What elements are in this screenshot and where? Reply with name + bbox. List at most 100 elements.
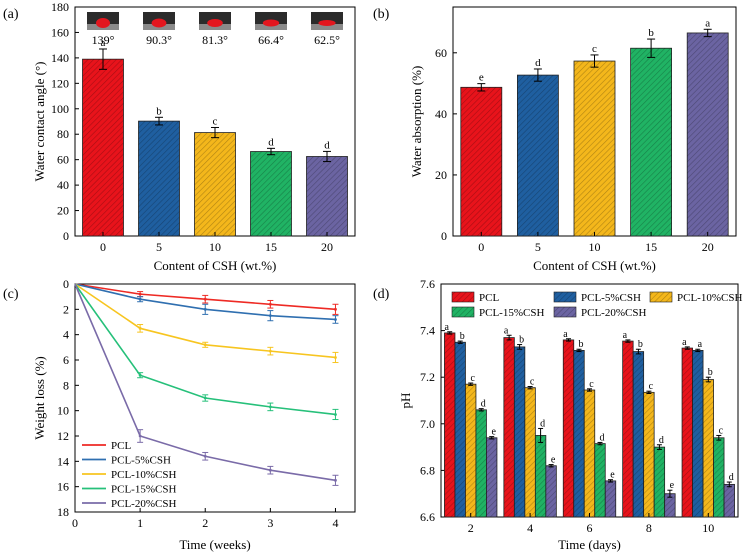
bar-hatch	[517, 75, 559, 237]
y-tick-label: 18	[57, 505, 69, 519]
droplet-photo	[199, 12, 231, 30]
data-point	[334, 307, 337, 311]
significance-letter: a	[563, 329, 568, 340]
significance-letter: e	[670, 480, 675, 491]
significance-letter: c	[213, 115, 218, 127]
significance-letter: c	[592, 43, 597, 55]
legend-label: PCL-5%CSH	[581, 292, 641, 304]
data-point	[203, 343, 207, 347]
y-axis-title: Water absorption (%)	[409, 66, 424, 178]
bar-hatch	[654, 447, 665, 517]
y-tick-label: 2	[63, 302, 69, 316]
y-tick-label: 6.6	[420, 510, 435, 524]
contact-angle-label: 139°	[92, 33, 115, 47]
significance-letter: d	[659, 435, 664, 446]
data-point	[268, 314, 272, 318]
y-tick-label: 60	[435, 46, 447, 60]
y-tick-label: 0	[63, 277, 69, 291]
legend-label: PCL-5%CSH	[111, 455, 171, 467]
bar-hatch	[713, 437, 725, 517]
x-axis-title: Time (weeks)	[179, 537, 250, 552]
legend-label: PCL-10%CSH	[111, 469, 176, 481]
y-tick-label: 7.2	[420, 370, 435, 384]
contact-angle-label: 81.3°	[202, 33, 228, 47]
significance-letter: b	[648, 27, 654, 39]
x-tick-label: 10	[589, 240, 601, 254]
x-tick-label: 15	[265, 240, 277, 254]
bar-hatch	[524, 387, 536, 517]
bar-hatch	[664, 493, 676, 517]
bar-hatch	[563, 339, 574, 517]
significance-letter: e	[551, 455, 556, 466]
significance-letter: d	[600, 432, 605, 443]
data-point	[268, 302, 272, 306]
bar-hatch	[514, 346, 525, 517]
bar-hatch	[503, 337, 515, 517]
y-axis-title: Water contact angle (°)	[32, 61, 47, 181]
significance-letter: b	[156, 105, 162, 117]
bar-hatch	[633, 351, 644, 517]
data-point	[334, 356, 337, 359]
bar-hatch	[692, 350, 704, 517]
contact-angle-label: 66.4°	[258, 33, 284, 47]
data-point	[203, 396, 207, 400]
bar-hatch	[584, 390, 595, 517]
legend-label: PCL	[479, 292, 499, 304]
bar-hatch	[138, 121, 180, 236]
significance-letter: b	[519, 335, 524, 346]
data-point	[334, 478, 337, 482]
y-tick-label: 14	[57, 454, 69, 468]
x-tick-label: 10	[209, 240, 221, 254]
data-point	[138, 326, 142, 330]
bar-hatch	[250, 151, 292, 236]
droplet	[262, 19, 280, 27]
significance-letter: c	[530, 377, 535, 388]
significance-letter: d	[481, 399, 486, 410]
bar-hatch	[306, 156, 348, 236]
x-axis-title: Content of CSH (wt.%)	[154, 258, 277, 273]
y-tick-label: 40	[435, 107, 447, 121]
significance-letter: e	[610, 470, 615, 481]
significance-letter: a	[444, 322, 449, 333]
legend-label: PCL-20%CSH	[111, 498, 176, 510]
panel-label-c: (c)	[3, 287, 19, 302]
droplet-substrate	[311, 24, 343, 30]
y-tick-label: 6	[63, 353, 69, 367]
y-tick-label: 80	[57, 127, 69, 141]
significance-letter: a	[623, 330, 628, 341]
bar-hatch	[622, 341, 634, 517]
x-tick-label: 5	[156, 240, 162, 254]
droplet-photo	[311, 12, 343, 30]
droplet-photo	[255, 12, 287, 30]
data-point	[138, 297, 142, 301]
y-tick-label: 6.8	[420, 463, 435, 477]
bar-hatch	[465, 384, 476, 517]
data-point	[268, 405, 272, 409]
droplet-substrate	[255, 24, 287, 30]
significance-letter: a	[682, 337, 687, 348]
droplet-photo	[143, 12, 175, 30]
panel-label-d: (d)	[373, 287, 390, 302]
x-tick-label: 2	[468, 521, 474, 535]
legend-label: PCL-20%CSH	[581, 307, 646, 319]
bar-hatch	[82, 59, 124, 237]
bar-hatch	[682, 348, 693, 517]
x-tick-label: 0	[100, 240, 106, 254]
y-tick-label: 20	[57, 204, 69, 218]
x-tick-label: 5	[535, 240, 541, 254]
y-tick-label: 7.6	[420, 277, 435, 291]
significance-letter: d	[268, 136, 274, 148]
y-tick-label: 4	[63, 328, 69, 342]
panel-label-a: (a)	[3, 7, 19, 22]
significance-letter: b	[460, 331, 465, 342]
significance-letter: d	[535, 57, 541, 69]
significance-letter: b	[579, 339, 584, 350]
x-tick-label: 10	[702, 521, 714, 535]
y-tick-label: 20	[435, 168, 447, 182]
y-tick-label: 8	[63, 378, 69, 392]
legend-swatch-hatch	[452, 307, 474, 317]
bar-hatch	[444, 332, 455, 517]
data-point	[268, 468, 272, 472]
x-tick-label: 4	[527, 521, 533, 535]
legend-swatch-hatch	[650, 292, 672, 302]
